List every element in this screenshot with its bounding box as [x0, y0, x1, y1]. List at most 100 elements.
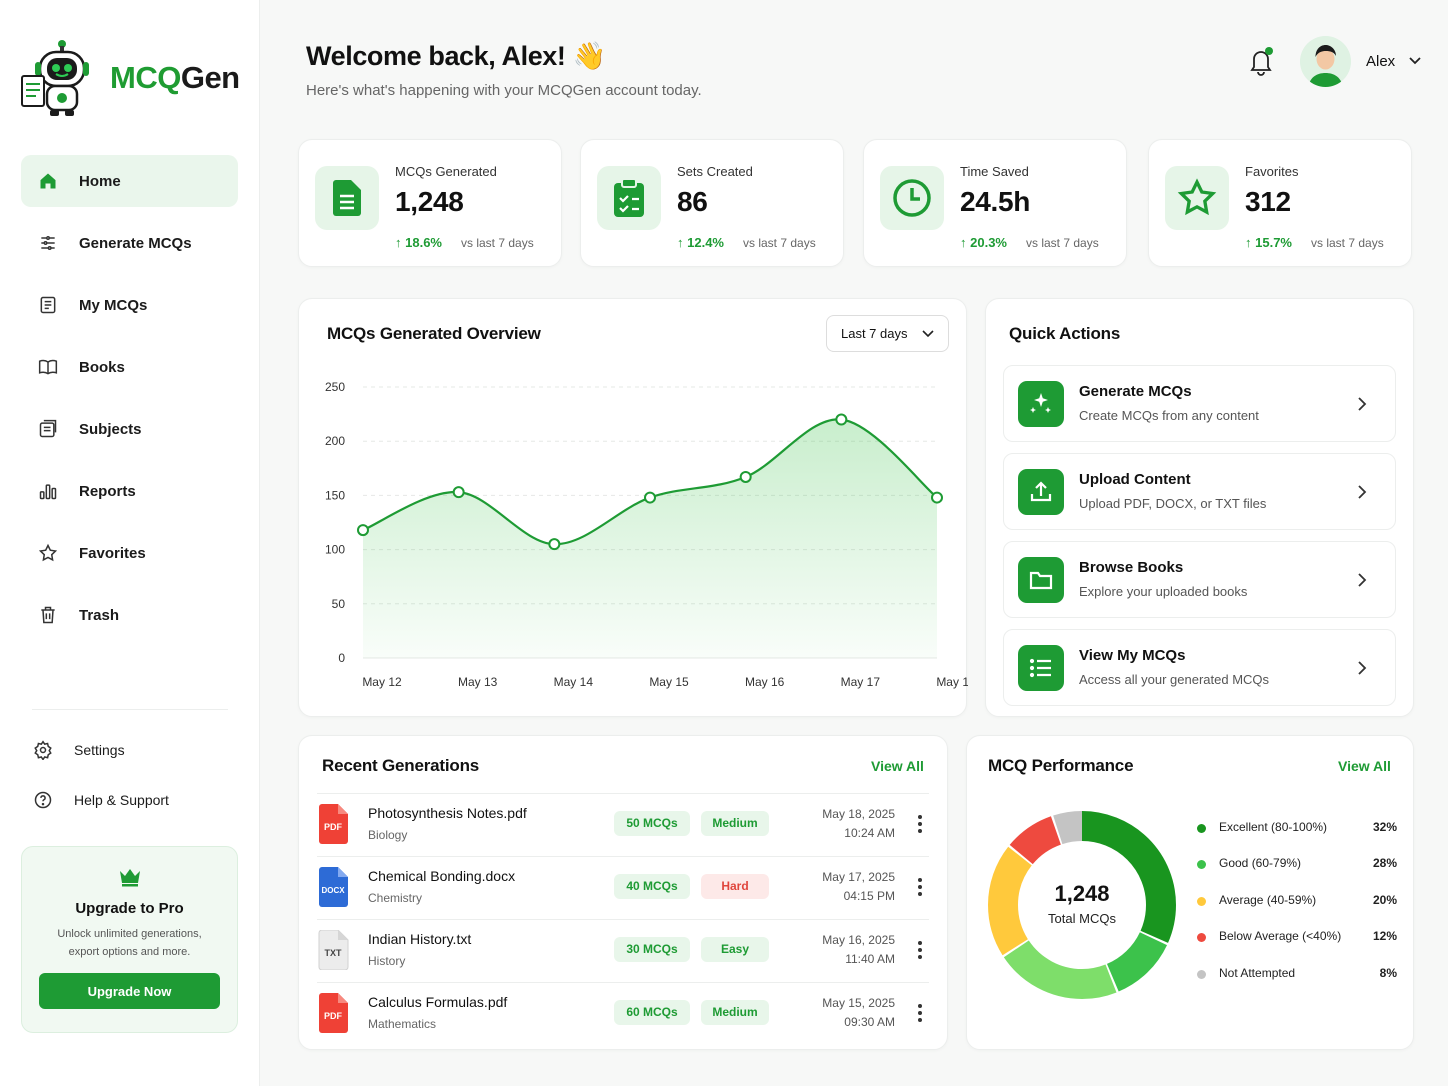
chevron-down-icon[interactable] [1408, 55, 1422, 67]
svg-text:DOCX: DOCX [321, 886, 345, 895]
mcq-count-badge: 60 MCQs [614, 1000, 690, 1025]
quick-action-browse-books[interactable]: Browse Books Explore your uploaded books [1003, 541, 1396, 618]
stat-value: 86 [677, 186, 708, 217]
chevron-down-icon [922, 330, 934, 338]
table-row[interactable]: PDF Calculus Formulas.pdf Mathematics 60… [317, 982, 929, 1045]
document-list-icon [315, 166, 379, 230]
sidebar-item-trash[interactable]: Trash [21, 589, 238, 641]
document-icon [37, 294, 59, 316]
table-row[interactable]: PDF Photosynthesis Notes.pdf Biology 50 … [317, 793, 929, 856]
quick-action-generate-mcqs[interactable]: Generate MCQs Create MCQs from any conte… [1003, 365, 1396, 442]
y-tick-label: 0 [338, 651, 345, 665]
sidebar: MCQGen Home Generate MCQs My MCQs Books … [0, 0, 260, 1086]
stat-label: Favorites [1245, 164, 1299, 179]
file-subject: Mathematics [368, 1017, 437, 1031]
gear-icon [32, 739, 54, 761]
quick-action-title: Browse Books [1079, 559, 1184, 576]
stat-label: MCQs Generated [395, 164, 497, 179]
legend-dot [1197, 860, 1206, 869]
x-tick-label: May 16 [745, 675, 785, 689]
stat-compare: vs last 7 days [461, 236, 534, 250]
avatar[interactable] [1300, 36, 1351, 87]
app-logo[interactable]: MCQGen [20, 38, 240, 118]
user-name[interactable]: Alex [1366, 53, 1396, 70]
range-dropdown[interactable]: Last 7 days [826, 315, 949, 352]
area-fill [363, 419, 937, 658]
mcq-count-badge: 40 MCQs [614, 874, 690, 899]
folder-icon [1018, 557, 1064, 603]
stat-value: 1,248 [395, 186, 464, 217]
data-point [644, 491, 656, 504]
upgrade-now-button[interactable]: Upgrade Now [39, 973, 220, 1009]
legend-item: Below Average (<40%) 12% [1197, 929, 1397, 949]
difficulty-badge: Easy [701, 937, 769, 962]
sidebar-item-label: My MCQs [79, 296, 148, 314]
file-name[interactable]: Calculus Formulas.pdf [368, 994, 508, 1010]
upgrade-card: Upgrade to Pro Unlock unlimited generati… [21, 846, 238, 1033]
quick-action-title: Upload Content [1079, 471, 1191, 488]
table-row[interactable]: TXT Indian History.txt History 30 MCQs E… [317, 919, 929, 982]
sidebar-item-generate-mcqs[interactable]: Generate MCQs [21, 217, 238, 269]
file-name[interactable]: Indian History.txt [368, 931, 472, 947]
txt-file-icon: TXT [318, 930, 349, 970]
stat-compare: vs last 7 days [743, 236, 816, 250]
quick-action-title: View My MCQs [1079, 647, 1186, 664]
sidebar-item-my-mcqs[interactable]: My MCQs [21, 279, 238, 331]
main-nav: Home Generate MCQs My MCQs Books Subject… [21, 155, 238, 651]
y-tick-label: 250 [325, 380, 345, 394]
page-title: Welcome back, Alex! 👋 [306, 41, 606, 71]
svg-text:PDF: PDF [324, 822, 343, 832]
sidebar-item-books[interactable]: Books [21, 341, 238, 393]
more-options-icon[interactable] [917, 814, 923, 834]
sidebar-item-reports[interactable]: Reports [21, 465, 238, 517]
performance-title: MCQ Performance [988, 756, 1134, 775]
difficulty-badge: Medium [701, 1000, 769, 1025]
x-tick-label: May 18 [936, 675, 968, 689]
stat-card-favorites: Favorites 312 ↑ 15.7% vs last 7 days [1148, 139, 1412, 267]
sidebar-item-home[interactable]: Home [21, 155, 238, 207]
sidebar-item-settings[interactable]: Settings [32, 730, 169, 770]
file-name[interactable]: Chemical Bonding.docx [368, 868, 516, 884]
file-name[interactable]: Photosynthesis Notes.pdf [368, 805, 527, 821]
sidebar-item-label: Trash [79, 606, 120, 624]
app-name: MCQGen [110, 60, 240, 95]
recent-title: Recent Generations [322, 756, 480, 775]
table-row[interactable]: DOCX Chemical Bonding.docx Chemistry 40 … [317, 856, 929, 919]
quick-action-subtitle: Upload PDF, DOCX, or TXT files [1079, 496, 1267, 511]
stat-card-sets-created: Sets Created 86 ↑ 12.4% vs last 7 days [580, 139, 844, 267]
performance-donut-chart: 1,248 Total MCQs [988, 811, 1176, 999]
timestamp: May 16, 2025 11:40 AM [822, 933, 895, 966]
data-point [835, 413, 848, 426]
quick-action-view-my-mcqs[interactable]: View My MCQs Access all your generated M… [1003, 629, 1396, 706]
robot-mascot-icon [21, 40, 89, 116]
quick-action-upload-content[interactable]: Upload Content Upload PDF, DOCX, or TXT … [1003, 453, 1396, 530]
file-subject: Chemistry [368, 891, 423, 905]
sidebar-item-subjects[interactable]: Subjects [21, 403, 238, 455]
sidebar-item-favorites[interactable]: Favorites [21, 527, 238, 579]
quick-action-subtitle: Create MCQs from any content [1079, 408, 1259, 423]
quick-action-subtitle: Access all your generated MCQs [1079, 672, 1270, 687]
donut-total: 1,248 [1054, 881, 1109, 906]
stat-label: Time Saved [960, 164, 1029, 179]
mcq-performance-card: MCQ Performance View All 1,248 Total MCQ… [966, 735, 1414, 1050]
stat-value: 312 [1245, 186, 1291, 217]
legend-item: Excellent (80-100%) 32% [1197, 820, 1397, 840]
difficulty-badge: Hard [701, 874, 769, 899]
file-subject: History [368, 954, 406, 968]
upload-icon [1018, 469, 1064, 515]
stat-compare: vs last 7 days [1026, 236, 1099, 250]
performance-view-all-link[interactable]: View All [1338, 758, 1391, 774]
more-options-icon[interactable] [917, 940, 923, 960]
chevron-right-icon [1358, 573, 1367, 587]
stat-change: ↑ 18.6% [395, 235, 442, 250]
sidebar-item-label: Settings [74, 742, 125, 758]
recent-view-all-link[interactable]: View All [871, 758, 924, 774]
legend-dot [1197, 897, 1206, 906]
sidebar-item-help[interactable]: Help & Support [32, 780, 169, 820]
more-options-icon[interactable] [917, 1003, 923, 1023]
x-tick-label: May 15 [649, 675, 689, 689]
more-options-icon[interactable] [917, 877, 923, 897]
timestamp: May 18, 2025 10:24 AM [822, 807, 895, 840]
donut-segment [988, 811, 1176, 999]
notification-bell-icon[interactable] [1247, 46, 1275, 81]
